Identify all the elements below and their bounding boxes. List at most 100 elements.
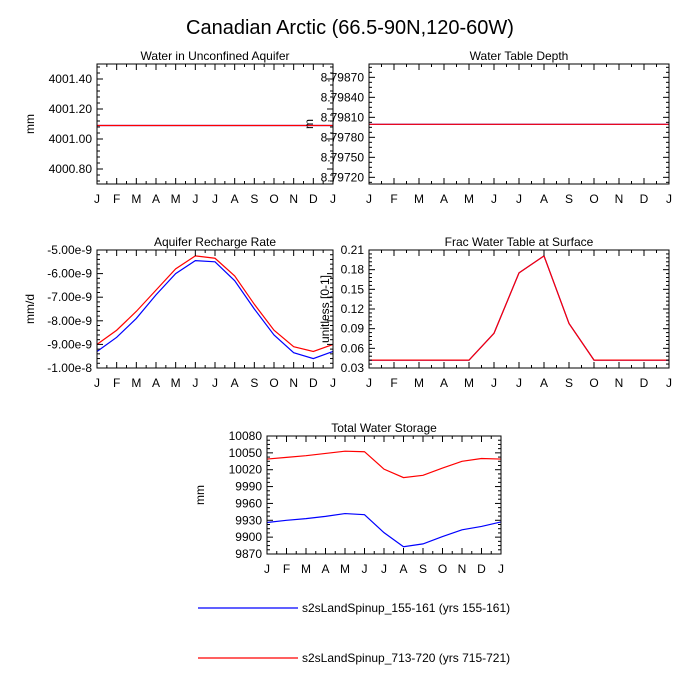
x-tick-label: A <box>152 192 160 206</box>
y-tick-label: 8.79780 <box>321 130 365 144</box>
x-tick-label: A <box>321 562 329 576</box>
series-line-0 <box>266 512 502 548</box>
y-tick-label: 9960 <box>235 496 262 510</box>
x-tick-label: J <box>381 562 387 576</box>
legend: s2sLandSpinup_155-161 (yrs 155-161) s2sLa… <box>198 601 510 665</box>
series-line-0 <box>96 260 334 360</box>
y-tick-label: 0.21 <box>341 243 365 257</box>
x-tick-label: M <box>340 562 350 576</box>
figure-title: Canadian Arctic (66.5-90N,120-60W) <box>186 17 514 39</box>
x-tick-label: O <box>269 376 278 390</box>
x-tick-label: S <box>419 562 427 576</box>
x-tick-label: J <box>366 376 372 390</box>
y-tick-label: 0.12 <box>341 302 365 316</box>
y-tick-label: 0.06 <box>341 341 365 355</box>
x-tick-label: J <box>491 376 497 390</box>
x-tick-label: F <box>390 376 397 390</box>
y-tick-label: -8.00e-9 <box>47 314 92 328</box>
y-tick-label: -1.00e-8 <box>47 361 92 375</box>
x-tick-label: D <box>477 562 486 576</box>
plot-frame <box>368 249 670 369</box>
x-tick-label: F <box>113 376 120 390</box>
panel-title: Aquifer Recharge Rate <box>154 235 276 249</box>
plot-frame <box>96 63 334 185</box>
x-tick-label: J <box>491 192 497 206</box>
y-tick-label: 8.79750 <box>321 150 365 164</box>
x-tick-label: J <box>498 562 504 576</box>
x-tick-label: O <box>589 376 598 390</box>
x-tick-label: N <box>289 376 298 390</box>
y-tick-label: 0.18 <box>341 263 365 277</box>
x-tick-label: A <box>231 376 239 390</box>
x-tick-label: J <box>212 376 218 390</box>
x-tick-label: F <box>390 192 397 206</box>
y-tick-label: 0.15 <box>341 282 365 296</box>
y-tick-label: -6.00e-9 <box>47 267 92 281</box>
x-tick-label: A <box>440 376 448 390</box>
x-tick-label: M <box>301 562 311 576</box>
x-tick-label: J <box>212 192 218 206</box>
y-tick-label: 4001.20 <box>49 102 93 116</box>
plot-frame <box>266 435 502 555</box>
y-tick-label: 9930 <box>235 513 262 527</box>
x-tick-label: D <box>309 192 318 206</box>
y-tick-label: 9870 <box>235 547 262 561</box>
x-tick-label: A <box>440 192 448 206</box>
y-tick-label: 8.79720 <box>321 170 365 184</box>
x-tick-label: M <box>171 376 181 390</box>
x-tick-label: N <box>458 562 467 576</box>
chart-panel-3: Frac Water Table at Surface unitless [0-1… <box>318 235 672 390</box>
x-tick-label: S <box>565 192 573 206</box>
panel-title: Frac Water Table at Surface <box>445 235 594 249</box>
x-tick-label: J <box>192 192 198 206</box>
legend-label-0: s2sLandSpinup_155-161 (yrs 155-161) <box>302 601 510 615</box>
x-tick-label: O <box>589 192 598 206</box>
x-tick-label: J <box>516 192 522 206</box>
x-tick-label: S <box>250 192 258 206</box>
x-tick-label: A <box>540 192 548 206</box>
x-tick-label: S <box>250 376 258 390</box>
x-tick-label: A <box>231 192 239 206</box>
y-tick-label: -5.00e-9 <box>47 243 92 257</box>
x-tick-label: J <box>666 376 672 390</box>
x-tick-label: M <box>414 376 424 390</box>
y-tick-label: -7.00e-9 <box>47 290 92 304</box>
y-tick-label: 4000.80 <box>49 162 93 176</box>
legend-label-1: s2sLandSpinup_713-720 (yrs 715-721) <box>302 651 510 665</box>
x-tick-label: D <box>640 192 649 206</box>
x-tick-label: J <box>94 192 100 206</box>
x-tick-label: F <box>113 192 120 206</box>
x-tick-label: J <box>366 192 372 206</box>
x-tick-label: D <box>309 376 318 390</box>
y-tick-label: 9900 <box>235 530 262 544</box>
panel-title: Water Table Depth <box>470 49 569 63</box>
plot-frame <box>96 249 334 369</box>
x-tick-label: J <box>94 376 100 390</box>
x-tick-label: M <box>464 376 474 390</box>
series-line-0 <box>369 254 669 361</box>
x-tick-label: A <box>152 376 160 390</box>
x-tick-label: A <box>540 376 548 390</box>
series-line-1 <box>266 450 502 479</box>
x-tick-label: J <box>330 192 336 206</box>
y-axis-label: unitless [0-1] <box>318 275 332 343</box>
y-tick-label: 8.79870 <box>321 70 365 84</box>
x-tick-label: M <box>464 192 474 206</box>
y-tick-label: 10050 <box>229 446 263 460</box>
x-tick-label: A <box>399 562 407 576</box>
y-tick-label: 4001.00 <box>49 132 93 146</box>
x-tick-label: J <box>666 192 672 206</box>
x-tick-label: N <box>289 192 298 206</box>
y-tick-label: 4001.40 <box>49 72 93 86</box>
y-tick-label: 9990 <box>235 480 262 494</box>
y-tick-label: 10080 <box>229 429 263 443</box>
y-tick-label: 10020 <box>229 463 263 477</box>
x-tick-label: M <box>131 192 141 206</box>
y-tick-label: 8.79840 <box>321 90 365 104</box>
x-tick-label: J <box>516 376 522 390</box>
y-axis-label: mm <box>193 485 207 505</box>
